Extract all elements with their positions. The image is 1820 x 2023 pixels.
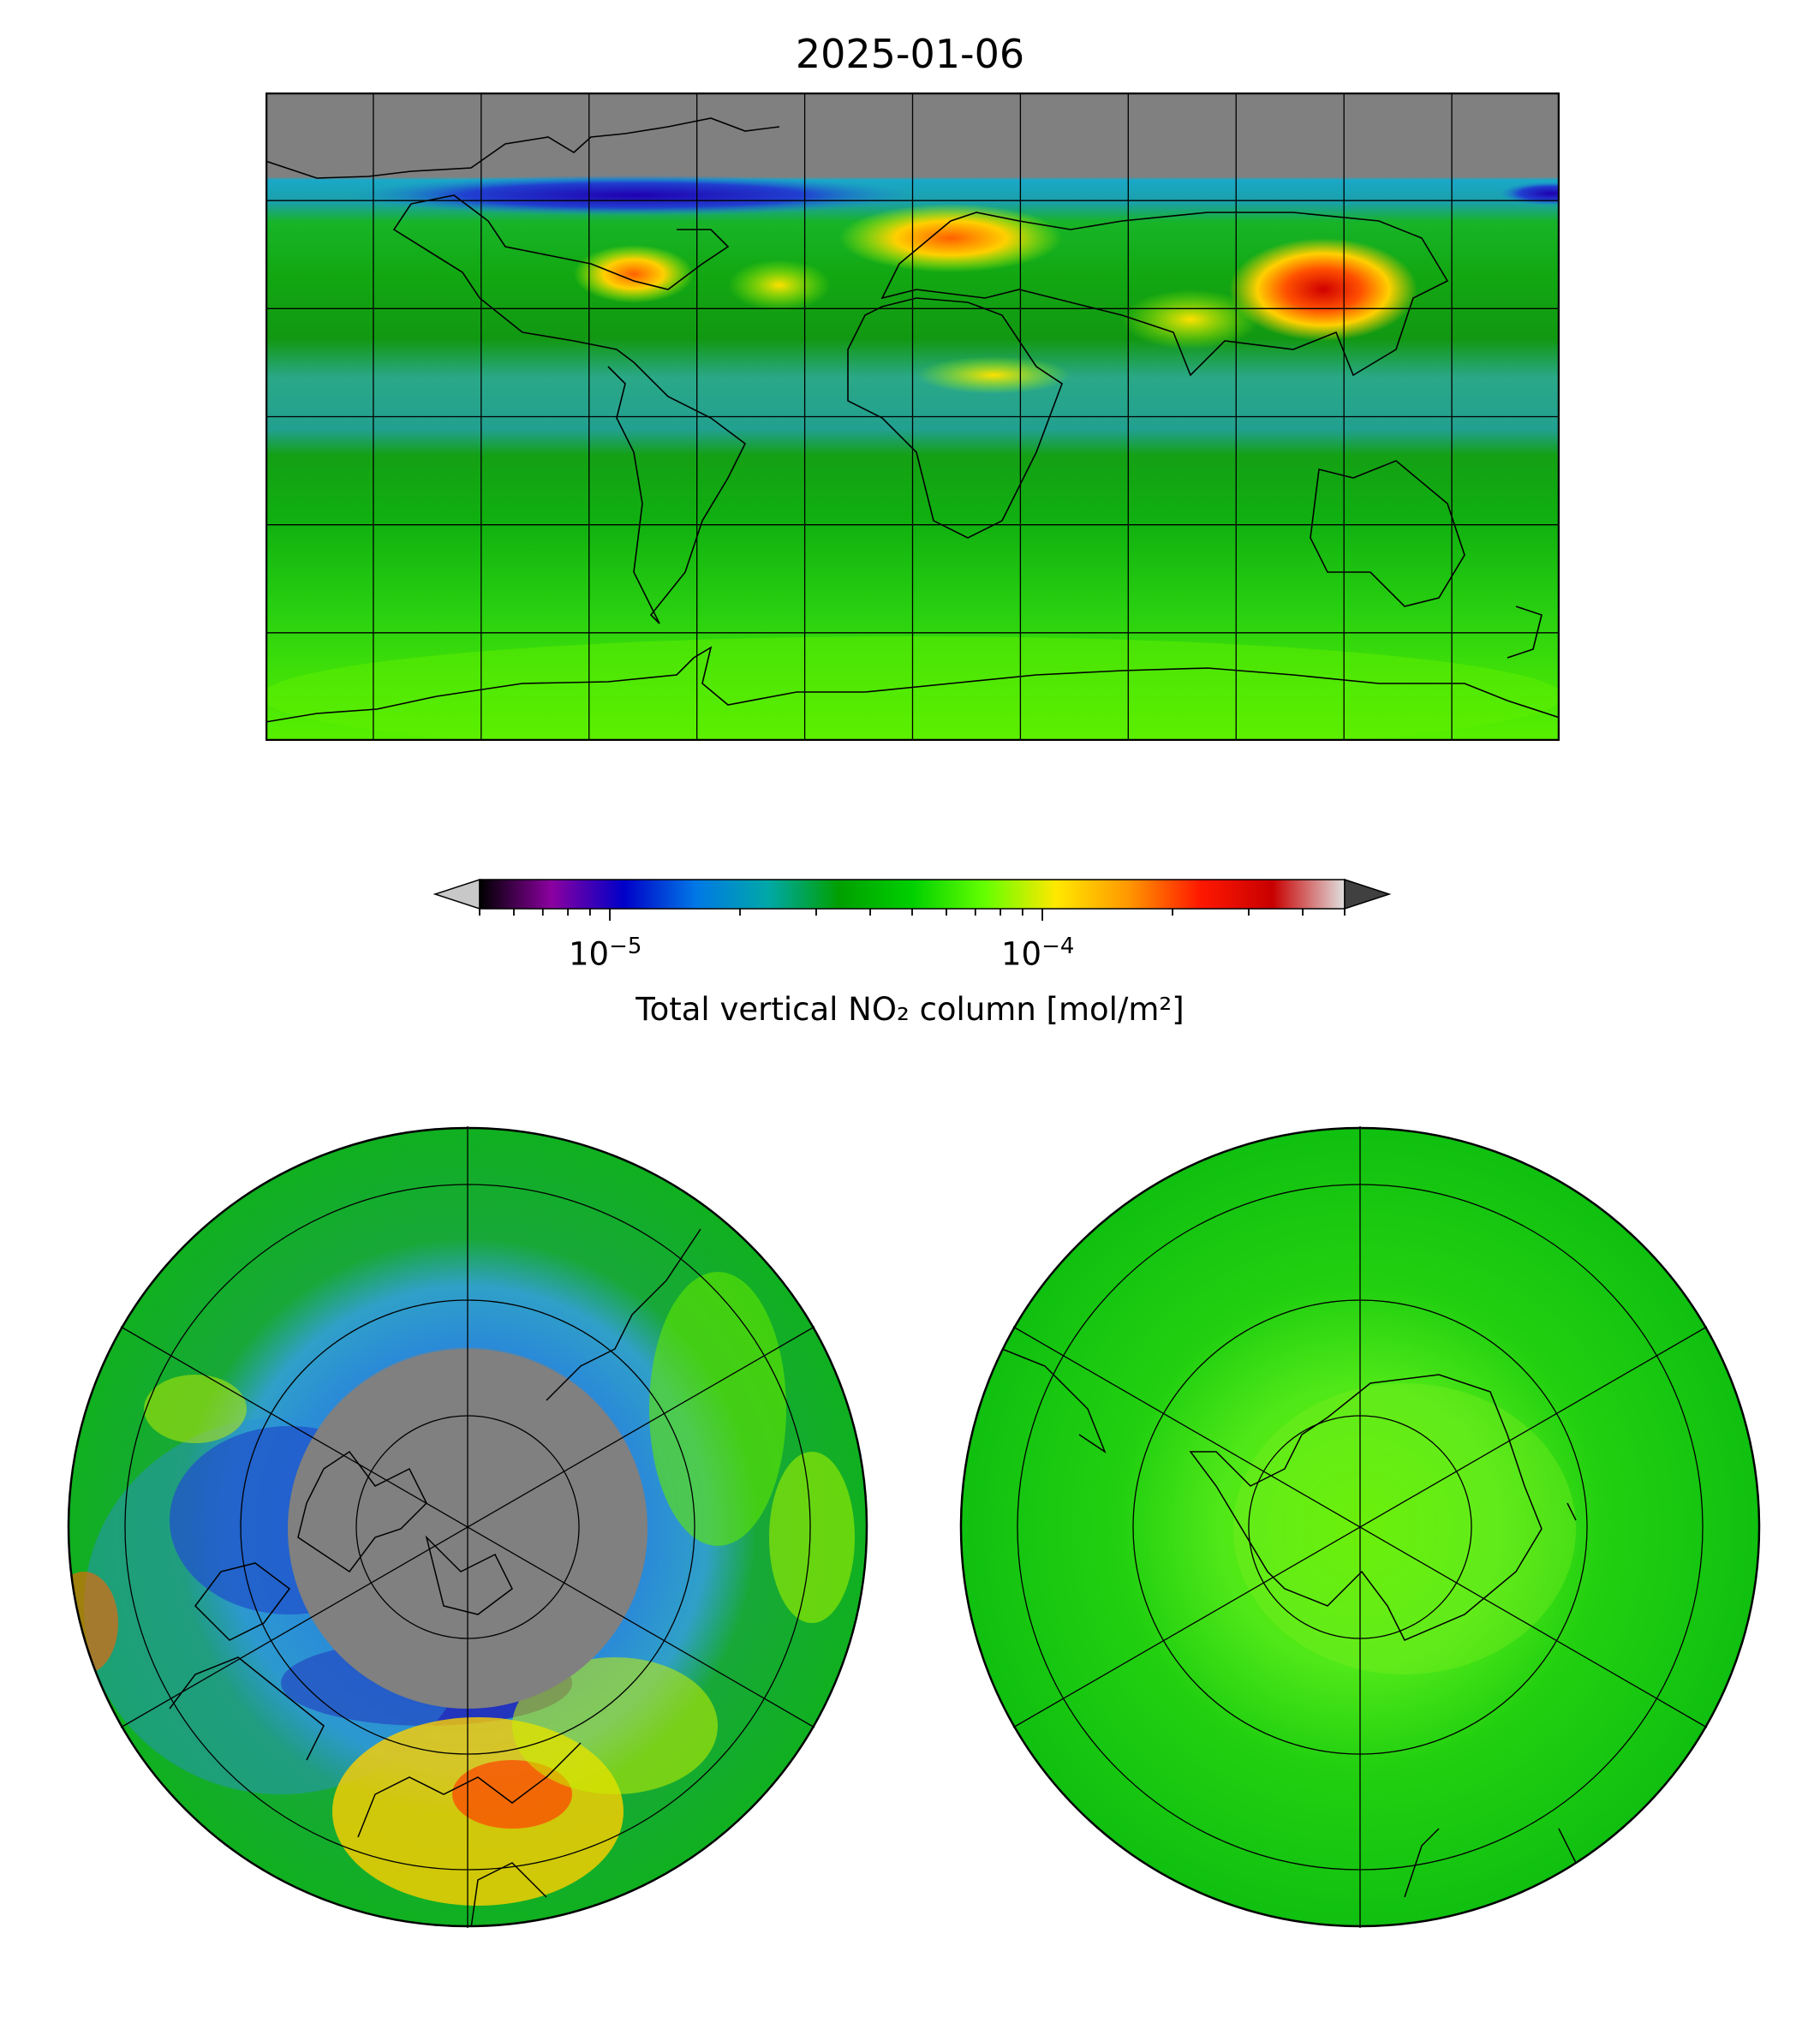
africa-high-no2 [916, 356, 1071, 394]
figure-title: 2025-01-06 [795, 31, 1025, 77]
na-high-region [144, 1375, 247, 1443]
colorbar-over-extension [1344, 878, 1392, 910]
global-map [266, 92, 1560, 741]
arctic-low-band [1499, 182, 1560, 206]
graticule [266, 92, 1560, 741]
south-bright-ring [1233, 1383, 1576, 1674]
south-graticule [1012, 1126, 1708, 1928]
colorbar-tick-label: 10−5 [569, 934, 642, 973]
colorbar-ticks [479, 909, 1346, 921]
colorbar-label: Total vertical NO₂ column [mol/m²] [636, 991, 1184, 1028]
north-polar-map [67, 1126, 868, 1928]
north-graticule [120, 1126, 815, 1928]
europe-high-region [452, 1760, 572, 1829]
europe-high-no2 [839, 204, 1062, 272]
asia-high-region [769, 1452, 855, 1623]
map-frame [266, 92, 1560, 741]
colorbar-body [479, 879, 1346, 910]
india-high-no2 [1122, 289, 1259, 349]
us-high-no2 [574, 245, 694, 303]
asia-high-region [649, 1272, 786, 1546]
south-polar-map [959, 1126, 1761, 1928]
na-high-region [69, 1572, 118, 1674]
arctic-low-band [351, 175, 916, 216]
south-map-frame [959, 1126, 1761, 1928]
colorbar [433, 878, 1392, 921]
colorbar-under-extension [433, 878, 480, 910]
us-high-no2 [728, 260, 831, 311]
north-coastlines [169, 1228, 701, 1926]
north-map-frame [67, 1126, 868, 1928]
china-high-no2 [1229, 238, 1417, 341]
colorbar-tick-label: 10−4 [1001, 934, 1075, 973]
